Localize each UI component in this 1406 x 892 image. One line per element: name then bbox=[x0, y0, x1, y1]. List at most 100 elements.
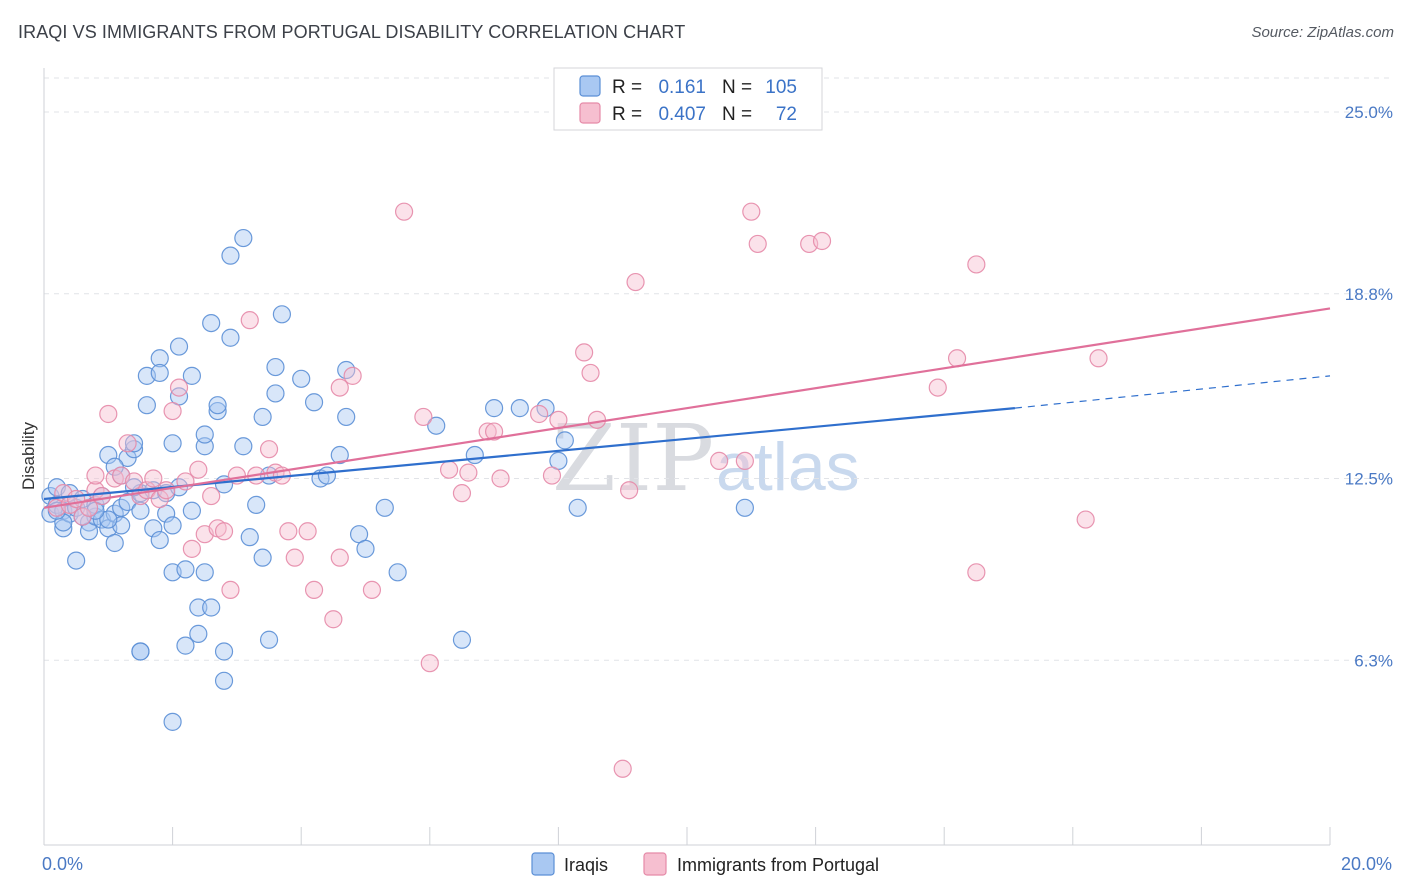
iraqis-point-76 bbox=[304, 393, 324, 412]
legend-box: R = 0.161 N = 105 R = 0.407 N = 72 bbox=[553, 67, 823, 131]
portugal-point-7 bbox=[86, 466, 105, 485]
portugal-point-72 bbox=[1089, 349, 1108, 368]
portugal-point-52 bbox=[491, 469, 510, 488]
y-tick-label-2: 18.8% bbox=[1345, 285, 1393, 304]
iraqis-point-85 bbox=[388, 563, 407, 582]
legend-n-label-portugal: N = bbox=[722, 104, 752, 125]
trend-line-portugal bbox=[43, 307, 1331, 509]
portugal-point-39 bbox=[324, 610, 343, 629]
portugal-point-59 bbox=[613, 759, 632, 778]
legend-n-value-portugal: 72 bbox=[776, 104, 797, 125]
portugal-point-36 bbox=[285, 548, 304, 567]
iraqis-point-75 bbox=[292, 369, 311, 388]
iraqis-point-35 bbox=[144, 519, 163, 538]
y-tick-label-0: 6.3% bbox=[1354, 651, 1393, 670]
x-tick-label-max: 20.0% bbox=[1341, 854, 1392, 874]
watermark-atlas: atlas bbox=[716, 429, 860, 505]
portugal-point-43 bbox=[362, 580, 382, 600]
iraqis-point-41 bbox=[163, 434, 182, 453]
iraqis-point-74 bbox=[272, 305, 292, 324]
portugal-point-8 bbox=[92, 486, 111, 506]
legend-r-value-portugal: 0.407 bbox=[658, 104, 706, 125]
portugal-point-35 bbox=[279, 522, 298, 541]
iraqis-point-81 bbox=[337, 407, 356, 427]
portugal-point-61 bbox=[626, 272, 645, 292]
iraqis-point-57 bbox=[202, 598, 221, 617]
portugal-point-23 bbox=[189, 460, 208, 479]
y-tick-labels: 6.3% 12.5% 18.8% 25.0% bbox=[1345, 103, 1393, 670]
portugal-point-71 bbox=[967, 563, 986, 582]
portugal-point-57 bbox=[581, 363, 600, 383]
iraqis-point-55 bbox=[195, 425, 214, 444]
trend-line-iraqis-extension bbox=[1014, 375, 1331, 409]
portugal-point-65 bbox=[748, 234, 767, 254]
bottom-legend-swatch-iraqis bbox=[531, 852, 555, 876]
iraqis-point-93 bbox=[555, 431, 574, 450]
iraqis-point-62 bbox=[221, 328, 240, 347]
portugal-point-9 bbox=[99, 404, 118, 424]
iraqis-point-50 bbox=[182, 501, 201, 520]
portugal-point-27 bbox=[214, 522, 234, 541]
iraqis-point-78 bbox=[317, 466, 337, 485]
iraqis-point-84 bbox=[375, 498, 394, 517]
iraqis-point-31 bbox=[131, 642, 150, 661]
iraqis-point-44 bbox=[163, 712, 182, 731]
portugal-point-51 bbox=[485, 422, 504, 441]
portugal-point-64 bbox=[742, 202, 761, 221]
iraqis-point-51 bbox=[189, 598, 208, 617]
portugal-point-38 bbox=[304, 580, 324, 600]
iraqis-point-97 bbox=[99, 510, 118, 529]
portugal-point-58 bbox=[587, 410, 607, 429]
iraqis-point-71 bbox=[259, 630, 279, 649]
iraqis-point-47 bbox=[176, 636, 195, 655]
portugal-point-54 bbox=[542, 466, 562, 485]
portugal-point-55 bbox=[549, 410, 568, 429]
iraqis-point-64 bbox=[234, 228, 253, 248]
iraqis-point-67 bbox=[247, 495, 266, 514]
portugal-point-45 bbox=[414, 407, 433, 427]
portugal-point-44 bbox=[394, 202, 414, 221]
iraqis-point-36 bbox=[150, 349, 169, 368]
portugal-point-41 bbox=[330, 548, 349, 567]
iraqis-point-69 bbox=[253, 407, 272, 427]
portugal-point-30 bbox=[240, 311, 259, 330]
x-tick-label-min: 0.0% bbox=[42, 854, 83, 874]
iraqis-point-48 bbox=[176, 560, 195, 579]
portugal-point-47 bbox=[439, 460, 459, 479]
bottom-legend-label-portugal: Immigrants from Portugal bbox=[677, 855, 879, 875]
trend-line-iraqis bbox=[43, 407, 1016, 501]
iraqis-point-63 bbox=[221, 246, 240, 265]
legend-r-value-iraqis: 0.161 bbox=[658, 77, 706, 98]
iraqis-point-27 bbox=[124, 434, 144, 453]
iraqis-point-68 bbox=[253, 548, 272, 567]
legend-r-label-iraqis: R = bbox=[612, 77, 642, 98]
iraqis-point-86 bbox=[427, 416, 446, 435]
portugal-point-22 bbox=[182, 539, 201, 558]
iraqis-point-56 bbox=[202, 313, 221, 333]
iraqis-point-87 bbox=[452, 630, 472, 649]
portugal-point-67 bbox=[812, 231, 832, 251]
portugal-point-68 bbox=[928, 378, 947, 397]
iraqis-point-94 bbox=[568, 498, 587, 517]
portugal-point-32 bbox=[259, 440, 279, 459]
portugal-point-25 bbox=[202, 486, 221, 506]
iraqis-point-18 bbox=[99, 445, 118, 465]
iraqis-point-38 bbox=[150, 530, 169, 550]
gridlines bbox=[44, 77, 1392, 661]
iraqis-point-66 bbox=[240, 528, 259, 547]
portugal-point-63 bbox=[735, 451, 754, 470]
bottom-legend-swatch-portugal bbox=[643, 852, 667, 876]
y-tick-label-3: 25.0% bbox=[1345, 103, 1393, 122]
portugal-point-28 bbox=[221, 580, 240, 600]
iraqis-point-59 bbox=[208, 396, 227, 415]
iraqis-point-37 bbox=[150, 363, 169, 383]
iraqis-point-73 bbox=[266, 384, 285, 403]
iraqis-point-90 bbox=[510, 399, 529, 418]
portugal-point-12 bbox=[118, 434, 137, 453]
legend-r-label-portugal: R = bbox=[612, 104, 642, 125]
legend-n-value-iraqis: 105 bbox=[765, 77, 797, 98]
iraqis-point-60 bbox=[214, 671, 234, 690]
source-credit: Source: ZipAtlas.com bbox=[1251, 24, 1394, 41]
iraqis-point-88 bbox=[465, 445, 484, 465]
iraqis-point-52 bbox=[189, 624, 208, 643]
